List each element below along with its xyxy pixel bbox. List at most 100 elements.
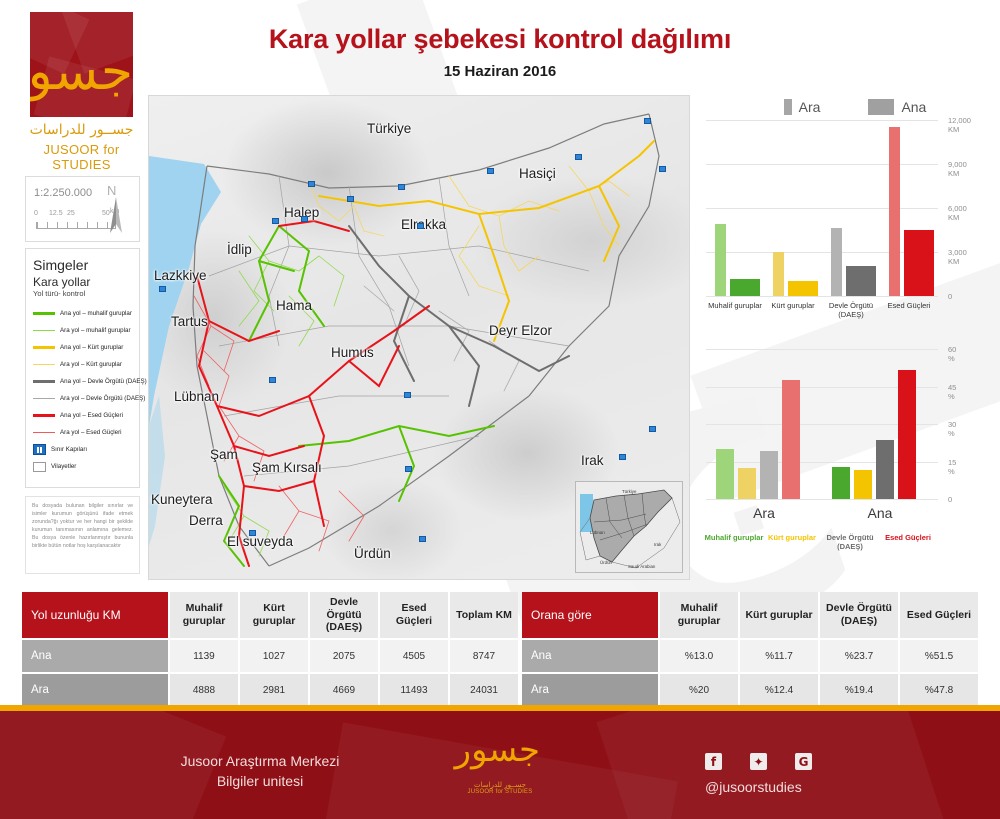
googleplus-icon[interactable]: G [795, 753, 812, 770]
table-cell: %12.4 [738, 672, 818, 706]
bar-Ana-3 [898, 370, 916, 499]
logo-arabic-text: جســور للدراسات [29, 122, 134, 138]
legend-item-label: Ara yol – Esed Güçleri [60, 429, 122, 436]
series-key-2: Devle Örgütü (DAEŞ) [826, 533, 874, 552]
map-label-2: Hasiçi [519, 166, 556, 181]
legend-item-label: Ara yol – Kürt guruplar [60, 361, 122, 368]
legend-item-7: Ara yol – Esed Güçleri [33, 424, 132, 441]
table-cell: %47.8 [898, 672, 978, 706]
map-legend-panel: Simgeler Kara yollar Yol türü- kontrol A… [25, 248, 147, 488]
x-tick-label: Kürt guruplar [771, 301, 815, 310]
table-cell: 4888 [168, 672, 238, 706]
scale-tick-2: 25 [67, 210, 75, 217]
footer-logo-glyph: جسور [454, 730, 540, 770]
legend-rows: Ana yol – muhalif guruplar Ara yol – muha… [33, 305, 147, 441]
map-canvas[interactable]: TürkiyeHalepHasiçiElrakkaİdlipLazkkiyeTa… [148, 95, 690, 580]
bar-Ara-3 [889, 127, 901, 296]
column-header-1: Kürt guruplar [738, 592, 818, 638]
x-tick-label: Esed Güçleri [887, 301, 931, 310]
ara-swatch-icon [783, 99, 792, 115]
gridline [706, 164, 938, 165]
legend-line-icon [33, 312, 55, 315]
footer-logo-arabic: جســور للدراسات [474, 781, 526, 789]
chart-percent-plot: 0 15 % 30 % 45 % 60 % Ara Ana Muhalif guruplar K… [705, 345, 957, 551]
social-links[interactable]: f ✦ G [705, 753, 812, 770]
chart-km-plot: 0 3,000 KM 6,000 KM 9,000 KM 12,000 KM Muhali… [706, 116, 971, 320]
table-cell: 1139 [168, 638, 238, 672]
legend-line-icon [33, 397, 55, 400]
y-tick-label: 60 % [948, 345, 957, 364]
footer-org: Jusoor Araştırma Merkezi Bilgiler unites… [120, 751, 400, 792]
facebook-icon[interactable]: f [705, 753, 722, 770]
table-row: Ara 4888 2981 4669 11493 24031 [22, 672, 518, 706]
bar-Ana-0 [730, 279, 761, 296]
table-row: Ana %13.0 %11.7 %23.7 %51.5 [522, 638, 978, 672]
facebook-icon-glyph: f [710, 754, 717, 769]
footer-logo-english: JUSOOR for STUDIES [467, 789, 533, 795]
legend-item-label: Ana yol – Kürt guruplar [60, 344, 124, 351]
bar-Ana-3 [904, 229, 935, 296]
y-tick-label: 3,000 KM [948, 248, 967, 267]
map-label-9: Humus [331, 345, 374, 360]
bar-Ana-2 [876, 439, 894, 499]
table-corner: Yol uzunluğu KM [22, 592, 168, 638]
bar-Ara-0 [715, 224, 727, 296]
map-label-10: Lübnan [174, 389, 220, 404]
table-cell: 1027 [238, 638, 308, 672]
series-key-1: Kürt guruplar [768, 533, 816, 542]
y-tick-label: 9,000 KM [948, 160, 967, 179]
legend-gate-label: Sınır Kapıları [51, 446, 88, 453]
inset-label-4: Saudi Arabian [628, 564, 656, 569]
legend-line-icon [33, 329, 55, 332]
bar-Ana-0 [832, 466, 850, 499]
legend-item-gate: Sınır Kapıları [33, 441, 132, 458]
scale-ratio: 1:2.250.000 [34, 187, 93, 199]
legend-line-icon [33, 363, 55, 366]
y-tick-label: 45 % [948, 382, 957, 401]
legend-item-label: Ana yol – Esed Güçleri [60, 412, 123, 419]
legend-line-icon [33, 431, 55, 434]
inset-map: Türkiye Lübnan Irak Ürdün Saudi Arabian [575, 481, 683, 573]
scale-tick-1: 12.5 [49, 210, 63, 217]
map-sea [149, 156, 221, 546]
map-label-12: Şam Kırsalı [252, 460, 322, 475]
series-key-3: Esed Güçleri [885, 533, 931, 542]
column-header-0: Muhalif guruplar [658, 592, 738, 638]
group-label: Ara [753, 505, 775, 521]
page-date: 15 Haziran 2016 [443, 63, 557, 80]
chart-km-legend: Ara Ana [740, 96, 970, 118]
table-body: Ana 1139 1027 2075 4505 8747 Ara 4888 2981 4669 11… [22, 638, 518, 706]
inset-label-2: Irak [654, 542, 662, 547]
table-cell: 11493 [378, 672, 448, 706]
legend-line-icon [33, 414, 55, 417]
table-column-headers: Muhalif guruplar Kürt guruplar Devle Örgüt… [168, 592, 518, 638]
legend-item-4: Ana yol – Devle Örgütü (DAEŞ) [33, 373, 147, 390]
gridline [706, 499, 938, 500]
legend-province-label: Vilayetler [51, 463, 77, 470]
scale-tick-3: 50 [102, 210, 110, 217]
table-cell: %11.7 [738, 638, 818, 672]
twitter-icon[interactable]: ✦ [750, 753, 767, 770]
table-cell: %51.5 [898, 638, 978, 672]
footer-logo: جسور جســور للدراسات JUSOOR for STUDIES [454, 719, 540, 814]
disclaimer-text: Bu dosyada bulunan bilgiler sınırlar ve … [25, 496, 140, 574]
footer-line2: Bilgiler unitesi [216, 773, 304, 790]
table-cell: %20 [658, 672, 738, 706]
bar-Ara-2 [760, 450, 778, 499]
bar-Ara-2 [831, 227, 843, 296]
legend-subtitle2: Yol türü- kontrol [33, 289, 86, 298]
table-cell: 2981 [238, 672, 308, 706]
bar-Ana-1 [854, 469, 872, 499]
legend-item-5: Ara yol – Devle Örgütü (DAEŞ) [33, 390, 145, 407]
bar-Ara-0 [716, 449, 734, 499]
y-tick-label: 0 [948, 495, 953, 504]
twitter-icon-glyph: ✦ [753, 754, 764, 769]
bar-Ana-1 [788, 280, 819, 296]
y-tick-label: 15 % [948, 457, 957, 476]
bar-Ara-1 [773, 252, 785, 296]
column-header-1: Kürt guruplar [238, 592, 308, 638]
map-label-8: Deyr Elzor [489, 323, 553, 338]
column-header-2: Devle Örgütü (DAEŞ) [818, 592, 898, 638]
logo-mark: جسور [30, 12, 133, 117]
